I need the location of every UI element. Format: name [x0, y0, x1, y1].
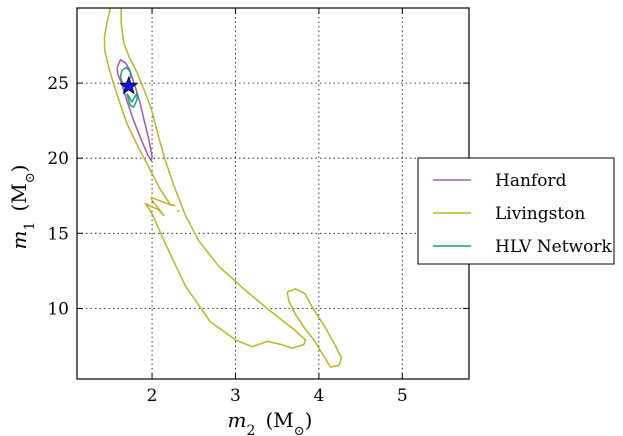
x-tick-label: 3: [230, 386, 241, 406]
plot-frame: [76, 7, 470, 380]
plot-area: [103, 7, 343, 368]
livingston-contour: [176, 210, 180, 213]
x-tick-label: 2: [147, 386, 158, 406]
livingston-contour: [103, 7, 176, 207]
best-fit-star-marker: [119, 75, 139, 95]
x-tick-label: 5: [397, 386, 408, 406]
y-tick-label: 20: [47, 149, 69, 169]
grid-lines: [77, 8, 469, 379]
livingston-contour: [286, 288, 343, 368]
y-tick-label: 15: [47, 224, 69, 244]
legend-label-hanford: Hanford: [495, 171, 567, 191]
y-tick-label: 25: [47, 74, 69, 94]
legend-label-hlv-network: HLV Network: [495, 237, 612, 257]
axis-ticks: 2 3 4 5 10 15 20 25: [47, 8, 469, 406]
y-tick-label: 10: [47, 299, 69, 319]
y-axis-label: m1 (M⊙): [7, 165, 38, 250]
x-axis-label: m2 (M⊙): [228, 408, 313, 436]
hlv-network-contour: [126, 92, 138, 108]
legend-label-livingston: Livingston: [495, 204, 585, 224]
legend: Hanford Livingston HLV Network: [417, 157, 615, 265]
x-tick-label: 4: [313, 386, 324, 406]
hanford-contour: [116, 59, 153, 162]
livingston-contour: [120, 8, 307, 349]
